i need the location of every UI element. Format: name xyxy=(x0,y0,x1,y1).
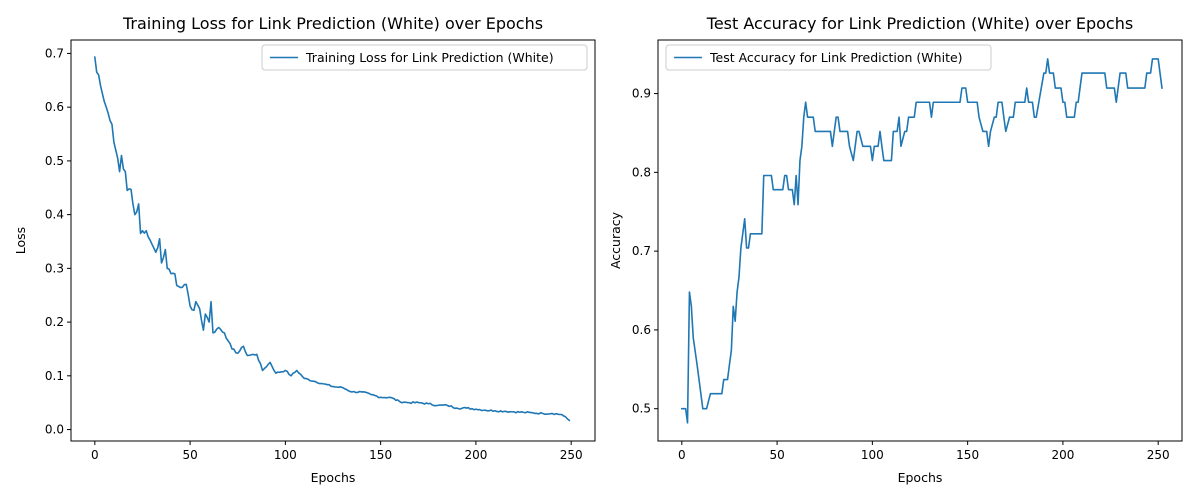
y-tick-label: 0.2 xyxy=(45,315,64,329)
series-line xyxy=(93,56,571,422)
y-tick-label: 0.6 xyxy=(45,100,64,114)
x-tick-label: 150 xyxy=(956,448,979,462)
y-tick-label: 0.7 xyxy=(632,244,651,258)
y-tick-label: 0.4 xyxy=(45,208,64,222)
y-tick-label: 0.3 xyxy=(45,261,64,275)
x-tick-label: 100 xyxy=(274,448,297,462)
y-tick-label: 0.5 xyxy=(632,402,651,416)
chart-title: Training Loss for Link Prediction (White… xyxy=(122,14,543,33)
legend-box xyxy=(261,44,588,71)
y-tick-label: 0.6 xyxy=(632,323,651,337)
plot-area-frame xyxy=(70,39,596,442)
x-axis-label: Epochs xyxy=(898,470,943,485)
x-tick-label: 200 xyxy=(1051,448,1074,462)
x-tick-label: 250 xyxy=(560,448,583,462)
y-tick-label: 0.1 xyxy=(45,369,64,383)
y-axis-label: Loss xyxy=(13,227,28,254)
x-tick-label: 250 xyxy=(1147,448,1170,462)
x-tick-label: 50 xyxy=(182,448,197,462)
y-tick-label: 0.9 xyxy=(632,87,651,101)
x-tick-label: 0 xyxy=(678,448,686,462)
y-tick-label: 0.8 xyxy=(632,165,651,179)
y-tick-label: 0.5 xyxy=(45,154,64,168)
chart-2: Test Accuracy for Link Prediction (White… xyxy=(608,14,1183,485)
legend-box xyxy=(665,44,992,71)
chart-title: Test Accuracy for Link Prediction (White… xyxy=(706,14,1133,33)
legend: Training Loss for Link Prediction (White… xyxy=(261,44,588,71)
y-tick-label: 0.0 xyxy=(45,423,64,437)
legend-entry: Test Accuracy for Link Prediction (White… xyxy=(709,50,963,65)
x-tick-label: 100 xyxy=(861,448,884,462)
series-line xyxy=(681,58,1163,424)
x-tick-label: 150 xyxy=(369,448,392,462)
legend: Test Accuracy for Link Prediction (White… xyxy=(665,44,992,71)
plot-area-frame xyxy=(657,39,1183,442)
x-tick-label: 200 xyxy=(464,448,487,462)
chart-1: Training Loss for Link Prediction (White… xyxy=(13,14,596,485)
x-tick-label: 50 xyxy=(769,448,784,462)
y-axis-label: Accuracy xyxy=(608,211,623,269)
x-axis-label: Epochs xyxy=(311,470,356,485)
x-tick-label: 0 xyxy=(91,448,99,462)
legend-entry: Training Loss for Link Prediction (White… xyxy=(305,50,554,65)
y-tick-label: 0.7 xyxy=(45,46,64,60)
